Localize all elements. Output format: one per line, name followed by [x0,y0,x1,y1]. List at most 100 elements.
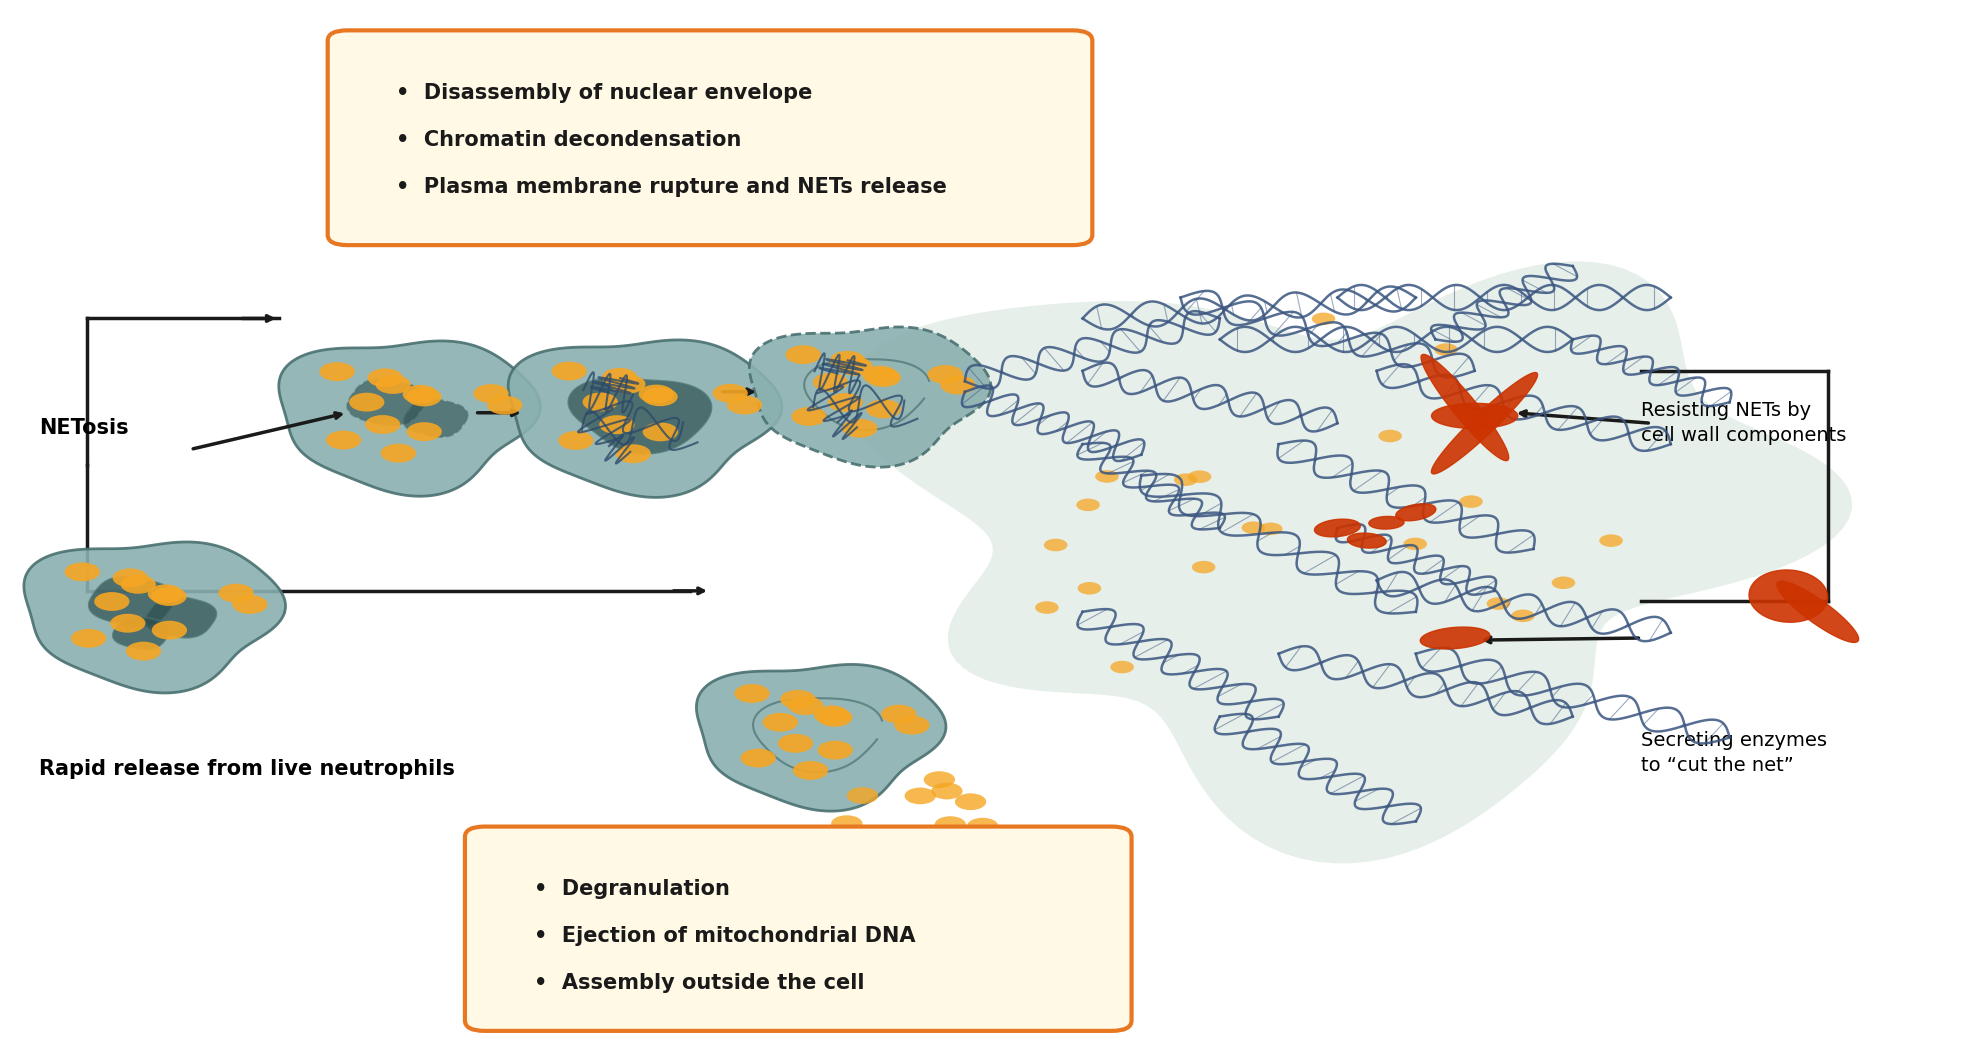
Polygon shape [1315,520,1361,536]
Text: •  Disassembly of nuclear envelope: • Disassembly of nuclear envelope [396,82,813,102]
Circle shape [786,345,821,364]
FancyBboxPatch shape [465,827,1132,1031]
Polygon shape [347,379,425,426]
Circle shape [610,375,646,394]
Circle shape [817,740,853,759]
Circle shape [817,708,853,727]
Circle shape [486,396,522,415]
Circle shape [1404,538,1428,550]
Circle shape [1258,523,1282,535]
Circle shape [1111,661,1134,674]
Circle shape [232,595,268,614]
Circle shape [1378,430,1402,442]
Circle shape [1036,601,1059,614]
Circle shape [904,788,935,805]
Circle shape [866,369,902,386]
Circle shape [1044,539,1067,551]
Circle shape [368,369,404,388]
Circle shape [616,445,652,464]
Circle shape [319,362,354,381]
FancyBboxPatch shape [327,31,1093,245]
Text: •  Plasma membrane rupture and NETs release: • Plasma membrane rupture and NETs relea… [396,177,947,197]
Text: •  Assembly outside the cell: • Assembly outside the cell [534,974,864,994]
Circle shape [152,587,187,606]
Circle shape [112,568,148,587]
Circle shape [408,422,441,441]
Text: •  Ejection of mitochondrial DNA: • Ejection of mitochondrial DNA [534,926,916,946]
Circle shape [1095,470,1118,483]
Polygon shape [1422,355,1508,460]
Circle shape [603,367,638,386]
Circle shape [599,415,634,434]
Text: •  Chromatin decondensation: • Chromatin decondensation [396,130,742,150]
Circle shape [927,365,963,384]
Polygon shape [1347,533,1386,548]
Polygon shape [89,577,175,626]
Circle shape [1191,561,1215,573]
Circle shape [152,621,187,640]
Circle shape [642,422,677,441]
Circle shape [941,376,975,394]
Circle shape [967,817,998,834]
Polygon shape [1420,627,1491,649]
Circle shape [1077,498,1101,511]
Circle shape [935,816,967,833]
Circle shape [866,399,902,418]
Polygon shape [845,261,1853,864]
Circle shape [148,584,183,603]
Circle shape [1174,473,1197,486]
Circle shape [559,431,593,450]
Circle shape [380,444,415,463]
Circle shape [847,787,878,804]
Circle shape [1552,577,1575,589]
Circle shape [1512,609,1534,622]
Polygon shape [569,378,711,453]
Circle shape [894,716,929,735]
Circle shape [882,704,916,723]
Circle shape [778,734,813,753]
Circle shape [829,351,864,370]
Circle shape [1311,313,1335,325]
Circle shape [762,713,797,732]
Text: Rapid release from live neutrophils: Rapid release from live neutrophils [39,759,455,779]
Circle shape [120,574,156,593]
Text: Secreting enzymes
to “cut the net”: Secreting enzymes to “cut the net” [1642,731,1827,775]
Circle shape [923,771,955,788]
Text: NETosis: NETosis [39,418,130,438]
Circle shape [843,419,878,437]
Circle shape [1077,582,1101,595]
Circle shape [219,584,254,603]
Circle shape [1433,343,1457,356]
Polygon shape [697,664,945,811]
Polygon shape [1748,570,1827,622]
Circle shape [325,431,360,450]
Circle shape [955,793,986,810]
Circle shape [583,393,618,412]
Polygon shape [280,341,540,496]
Circle shape [862,365,898,384]
Circle shape [473,384,508,403]
Circle shape [551,361,587,380]
Polygon shape [112,617,169,649]
Circle shape [349,393,384,412]
Circle shape [638,384,673,403]
Polygon shape [1776,581,1859,642]
Circle shape [792,407,827,426]
Polygon shape [508,340,782,497]
Circle shape [780,690,815,709]
Polygon shape [750,327,990,467]
Polygon shape [1396,504,1435,521]
Text: •  Degranulation: • Degranulation [534,879,729,899]
Polygon shape [404,399,467,437]
Circle shape [831,815,862,832]
Circle shape [788,696,823,715]
Polygon shape [24,542,286,693]
Circle shape [837,357,872,376]
Circle shape [95,592,130,611]
Circle shape [364,415,400,434]
Circle shape [734,684,770,703]
Polygon shape [146,597,217,638]
Circle shape [110,614,146,633]
Circle shape [126,642,161,660]
Circle shape [727,396,762,415]
